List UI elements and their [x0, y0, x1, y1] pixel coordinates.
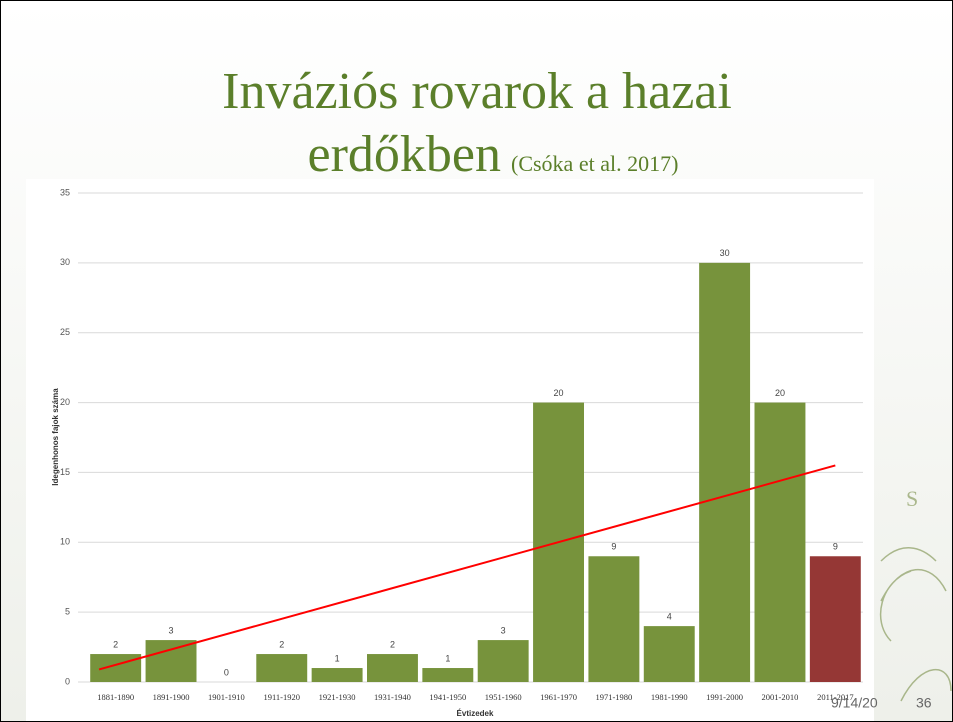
- y-tick-label: 30: [60, 257, 70, 267]
- value-label: 30: [720, 248, 730, 258]
- bar: [422, 668, 474, 682]
- y-tick-label: 15: [60, 467, 70, 477]
- title-line: Inváziós rovarok a hazai: [222, 63, 732, 120]
- bar: [643, 626, 695, 682]
- value-label: 1: [445, 653, 450, 663]
- y-tick-label: 25: [60, 327, 70, 337]
- x-tick-label: 1941-1950: [429, 692, 466, 702]
- title-line: erdőkben: [308, 126, 501, 183]
- decoration: S: [879, 486, 952, 702]
- value-label: 3: [501, 625, 506, 635]
- x-tick-label: 1981-1990: [651, 692, 688, 702]
- x-tick-label: 1931-1940: [374, 692, 411, 702]
- x-tick-label: 2001-2010: [762, 692, 799, 702]
- bar: [809, 556, 861, 682]
- x-tick-label: 1961-1970: [540, 692, 577, 702]
- value-label: 2: [390, 639, 395, 649]
- value-label: 9: [611, 542, 616, 552]
- value-label: 20: [775, 388, 785, 398]
- bar: [367, 654, 418, 682]
- x-tick-label: 1921-1930: [319, 692, 356, 702]
- value-label: 20: [554, 388, 564, 398]
- bar: [699, 262, 751, 682]
- y-axis-label: Idegenhonos fajok száma: [51, 388, 60, 486]
- footer-date: 9/14/20: [831, 695, 878, 711]
- y-tick-label: 0: [65, 676, 70, 686]
- bar: [477, 640, 529, 682]
- bar: [754, 402, 806, 682]
- value-label: 4: [667, 611, 672, 621]
- x-tick-label: 1971-1980: [595, 692, 632, 702]
- value-label: 2: [279, 639, 284, 649]
- svg-text:S: S: [906, 486, 918, 511]
- y-tick-label: 35: [60, 187, 70, 197]
- bar: [90, 654, 142, 682]
- value-label: 3: [169, 625, 174, 635]
- x-tick-label: 1891-1900: [153, 692, 190, 702]
- page-number: 36: [916, 695, 932, 711]
- chart: 051015202530351881-189021891-190031901-1…: [60, 187, 863, 702]
- bar: [311, 668, 363, 682]
- x-tick-label: 1881-1890: [97, 692, 134, 702]
- value-label: 0: [224, 667, 229, 677]
- citation: (Csóka et al. 2017): [511, 151, 678, 176]
- x-tick-label: 2011-2017: [817, 692, 854, 702]
- y-tick-label: 10: [60, 537, 70, 547]
- value-label: 1: [335, 653, 340, 663]
- value-label: 9: [833, 542, 838, 552]
- bar: [256, 654, 308, 682]
- x-tick-label: 1991-2000: [706, 692, 743, 702]
- x-axis-label: Évtizedek: [457, 709, 494, 718]
- bar: [588, 556, 640, 682]
- x-tick-label: 1901-1910: [208, 692, 245, 702]
- y-tick-label: 20: [60, 397, 70, 407]
- value-label: 2: [113, 639, 118, 649]
- y-tick-label: 5: [65, 607, 70, 617]
- trend-line: [98, 464, 836, 671]
- x-tick-label: 1911-1920: [263, 692, 300, 702]
- x-tick-label: 1951-1960: [485, 692, 522, 702]
- bar: [145, 640, 197, 682]
